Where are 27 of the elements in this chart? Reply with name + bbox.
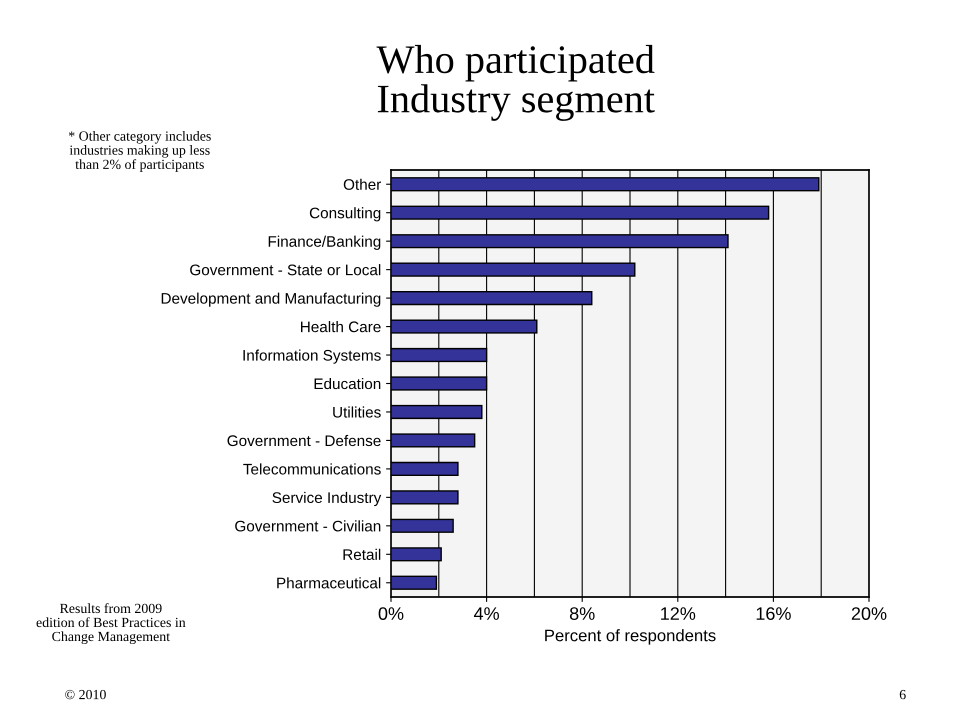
x-tick-label: 8% xyxy=(570,607,595,620)
x-axis-title: Percent of respondents xyxy=(545,629,716,645)
text: * Other category includes industries making up less than 2% of participants xyxy=(68,130,211,172)
y-tick-label: Other xyxy=(344,178,382,190)
text: © 2010 xyxy=(65,690,106,700)
y-tick-label: Government - Defense xyxy=(228,434,381,446)
x-tick-label: 0% xyxy=(378,607,404,620)
y-tick-label: Utilities xyxy=(333,406,381,418)
y-tick-label: Development and Manufacturing xyxy=(162,292,380,307)
y-tick-label: Consulting xyxy=(310,207,380,222)
y-tick-label: Service Industry xyxy=(272,492,382,506)
y-tick-label: Government - State or Local xyxy=(190,264,380,276)
y-tick-label: Education xyxy=(314,378,380,390)
y-tick-label: Finance/Banking xyxy=(268,236,380,250)
y-tick-label: Information Systems xyxy=(243,350,381,364)
chart-title: Who participated Industry segment xyxy=(376,44,655,121)
y-tick-label: Pharmaceutical xyxy=(277,577,380,588)
x-tick-label: 12% xyxy=(661,607,696,620)
x-tick-label: 16% xyxy=(756,607,791,620)
text: Results from 2009 edition of Best Practices in Change Management xyxy=(36,603,186,644)
text: 6 xyxy=(900,690,906,700)
y-tick-label: Retail xyxy=(343,548,380,560)
y-tick-label: Health Care xyxy=(301,321,381,332)
x-tick-label: 4% xyxy=(474,607,500,620)
x-tick-label: 20% xyxy=(852,607,886,620)
y-tick-label: Telecommunications xyxy=(243,463,381,475)
y-tick-label: Government - Civilian xyxy=(235,520,380,532)
